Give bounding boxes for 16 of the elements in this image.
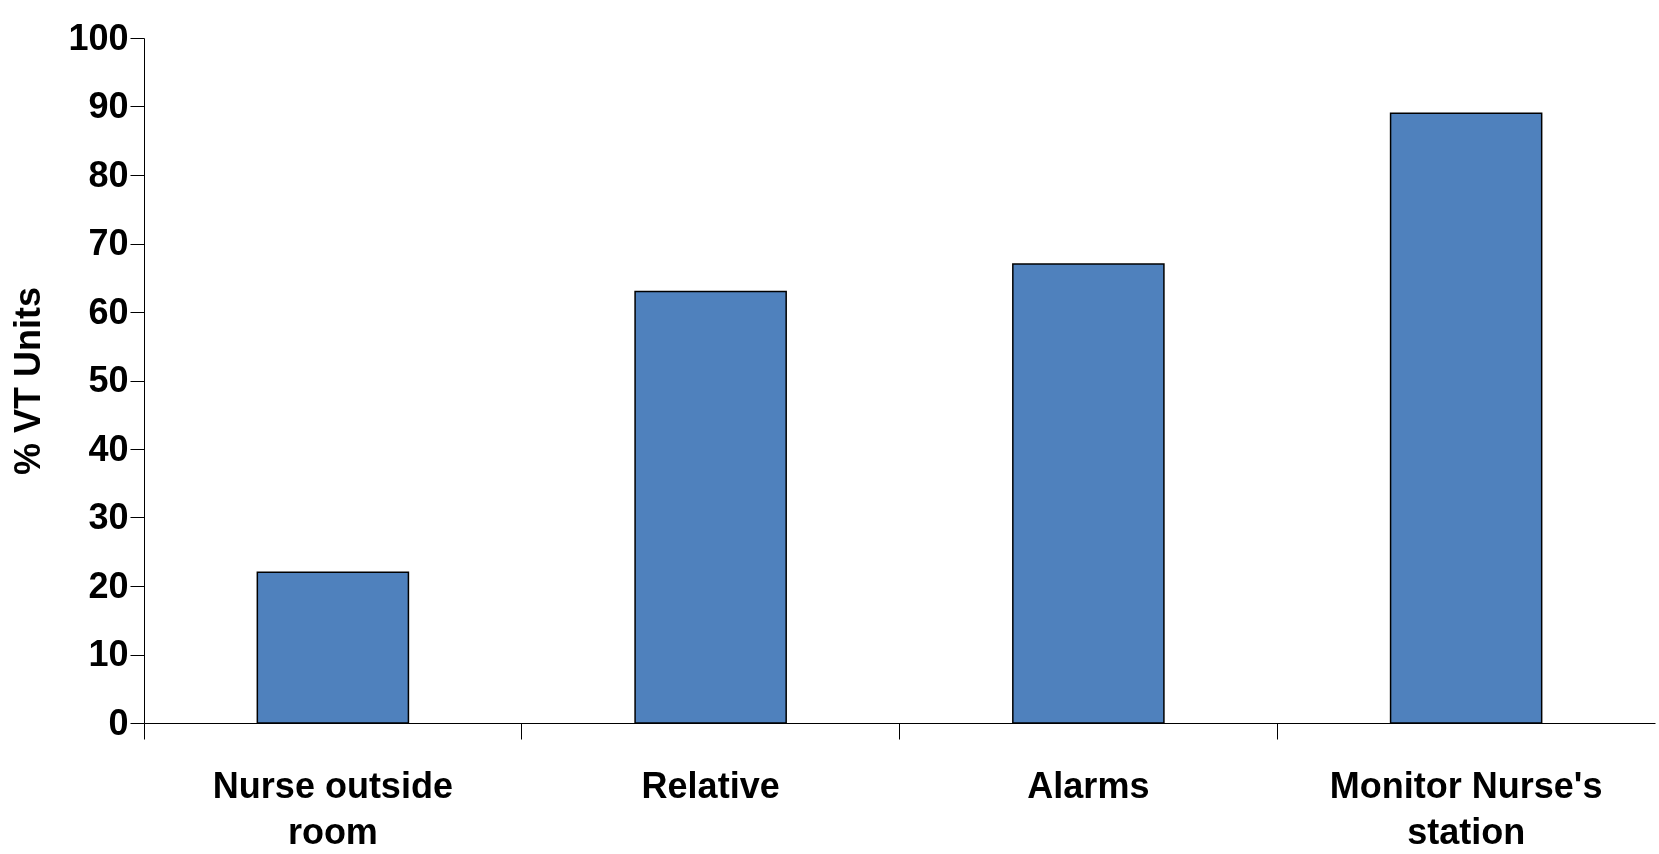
x-tick-label: Alarms xyxy=(1027,764,1150,806)
y-tick-label: 10 xyxy=(88,633,129,674)
y-tick-label: 0 xyxy=(108,701,129,743)
y-tick-label: 60 xyxy=(88,290,129,332)
x-tick-label: Monitor Nurse's station xyxy=(1329,764,1603,852)
y-tick-label: 30 xyxy=(88,496,129,537)
y-tick-label: 90 xyxy=(88,85,129,126)
y-tick-label: 20 xyxy=(88,564,129,606)
y-tick-label: 40 xyxy=(88,427,129,469)
x-tick-label: Relative xyxy=(641,764,780,806)
y-tick-label: 50 xyxy=(88,359,129,400)
y-tick-label: 70 xyxy=(88,222,129,263)
y-tick-label: 100 xyxy=(68,16,129,58)
y-axis-title: % VT Units xyxy=(7,286,49,476)
x-tick-label: Nurse outside room xyxy=(212,764,453,852)
y-tick-label: 80 xyxy=(88,153,129,195)
